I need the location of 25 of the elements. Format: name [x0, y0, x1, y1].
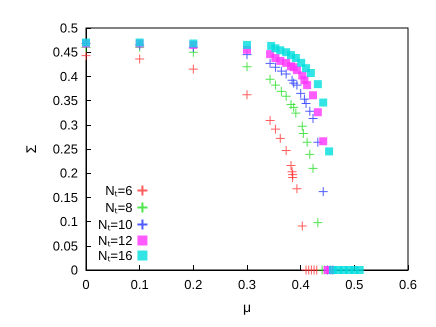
y-tick-label: 0.15 [52, 190, 78, 205]
x-tick-label: 0.4 [292, 277, 310, 292]
legend-label: Nₜ=8 [105, 200, 132, 215]
y-tick-label: 0 [70, 262, 78, 278]
y-tick-label: 0.45 [52, 44, 78, 60]
legend-label: Nₜ=10 [98, 217, 132, 232]
y-tick-label: 0.4 [60, 68, 78, 84]
y-tick-label: 0.3 [60, 117, 78, 132]
y-tick-label: 0.05 [52, 238, 78, 254]
y-tick-label: 0.1 [60, 214, 78, 230]
x-axis-title: μ [242, 299, 252, 315]
y-tick-label: 0.25 [52, 142, 78, 156]
x-tick-label: 0.1 [130, 277, 149, 292]
y-axis-title: Σ [23, 144, 39, 154]
x-tick-label: 0.2 [184, 277, 202, 292]
x-tick-label: 0.6 [398, 277, 418, 292]
legend-label: Nₜ=6 [105, 183, 132, 198]
y-tick-label: 0.2 [60, 166, 78, 181]
x-tick-label: 0.5 [345, 277, 364, 292]
y-tick-label: 0.35 [52, 93, 78, 108]
legend-label: Nₜ=12 [98, 233, 132, 248]
y-tick-label: 0.5 [60, 20, 78, 36]
x-tick-label: 0 [82, 277, 90, 292]
legend-label: Nₜ=16 [98, 248, 132, 263]
x-tick-label: 0.3 [238, 277, 256, 292]
